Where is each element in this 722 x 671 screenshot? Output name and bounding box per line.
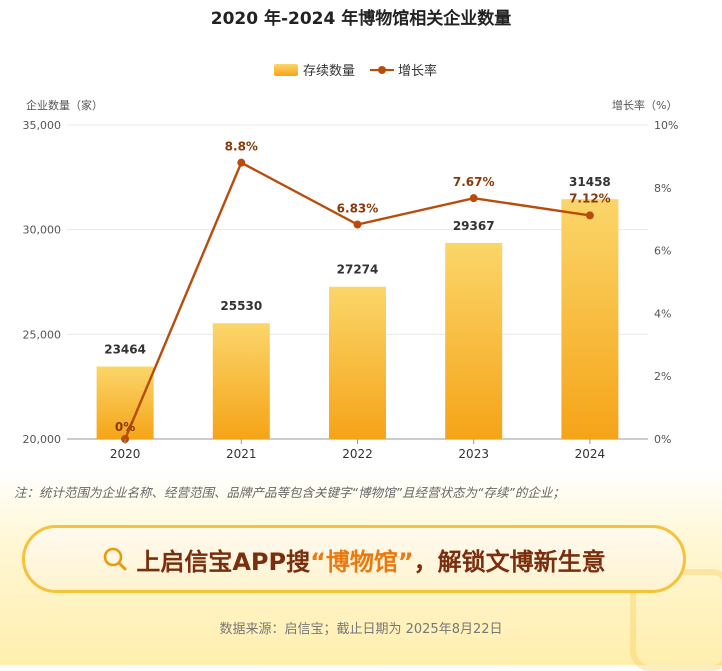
growth-value-label: 0% [115,420,135,434]
chart: 存续数量 增长率 企业数量（家） 增长率（%） 35,000 30,000 25,0… [23,63,679,461]
right-tick-label: 4% [654,307,671,320]
bar-value-label: 23464 [104,342,146,356]
growth-point [353,220,362,229]
growth-point [585,211,594,220]
x-tick-label: 2021 [226,447,257,461]
legend-line-marker [378,66,386,74]
right-axis-ticks: 10% 8% 6% 4% 2% 0% [654,119,678,446]
x-tick-label: 2022 [342,447,373,461]
promo-banner[interactable]: 上启信宝APP搜 “博物馆” ，解锁文博新生意 [22,525,686,593]
right-tick-label: 0% [654,433,671,446]
right-tick-label: 2% [654,370,671,383]
footnote: 注：统计范围为企业名称、经营范围、品牌产品等包含关键字“博物馆”且经营状态为“存… [14,485,565,500]
left-tick-label: 25,000 [23,328,62,341]
bar [445,242,503,439]
growth-labels: 0% 8.8% 6.83% 7.67% 7.12% [115,140,611,434]
right-tick-label: 10% [654,119,678,132]
growth-point [469,194,478,203]
bar-value-label: 25530 [220,299,262,313]
chart-title: 2020 年-2024 年博物馆相关企业数量 [210,9,512,29]
growth-line [121,158,594,443]
banner-suffix: ，解锁文博新生意 [413,547,606,576]
bar [212,323,270,439]
bar-value-label: 27274 [337,263,379,277]
growth-value-label: 7.67% [453,175,495,189]
banner-highlight: “博物馆” [310,547,414,576]
bar [329,286,386,439]
left-axis-title: 企业数量（家） [26,98,103,112]
bars [96,199,619,439]
x-tick-label: 2024 [575,447,606,461]
banner-prefix: 上启信宝APP搜 [136,547,311,576]
bar-value-label: 29367 [453,219,495,233]
bar [561,199,619,439]
search-icon [104,547,127,571]
growth-value-label: 8.8% [225,140,258,154]
left-axis-ticks: 35,000 30,000 25,000 20,000 [23,119,62,446]
bar-value-label: 31458 [569,175,611,189]
left-tick-label: 20,000 [23,433,62,446]
left-tick-label: 35,000 [23,119,62,132]
legend-bar-swatch [274,64,298,76]
x-axis-ticks: 2020 2021 2022 2023 2024 [110,439,605,461]
legend: 存续数量 增长率 [274,63,437,79]
growth-value-label: 6.83% [337,202,379,216]
data-source: 数据来源：启信宝；截止日期为 2025年8月22日 [219,622,503,637]
right-tick-label: 6% [654,245,671,258]
x-tick-label: 2023 [458,447,489,461]
growth-value-label: 7.12% [569,191,611,205]
legend-line-label: 增长率 [398,63,437,79]
x-tick-label: 2020 [110,447,141,461]
legend-bar-label: 存续数量 [303,64,355,79]
left-tick-label: 30,000 [23,224,62,237]
right-axis-title: 增长率（%） [612,98,677,112]
growth-point [237,158,246,167]
right-tick-label: 8% [654,182,671,195]
bar [96,366,154,439]
bar-labels: 23464 25530 27274 29367 31458 [104,175,611,356]
